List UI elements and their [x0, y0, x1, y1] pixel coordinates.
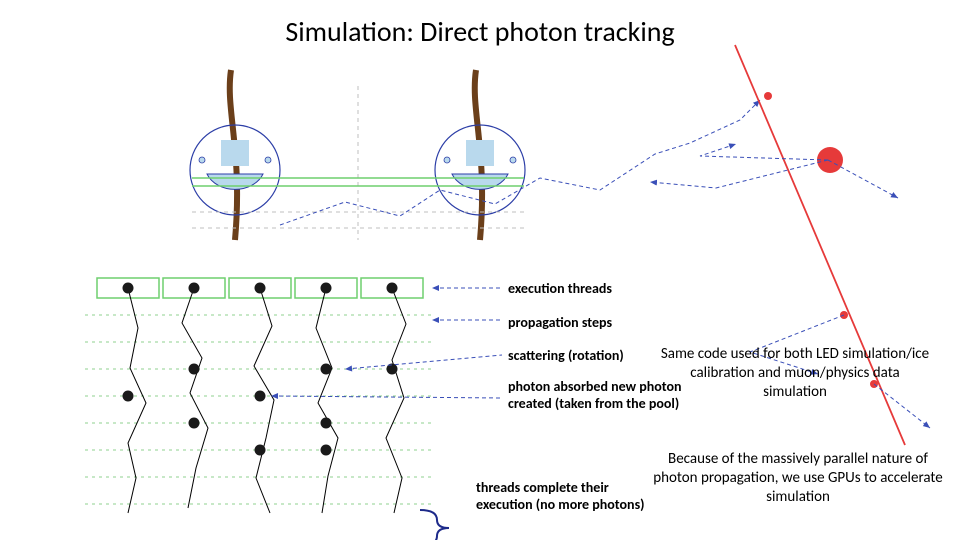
- label-complete: threads complete their execution (no mor…: [476, 480, 666, 514]
- text-same-code: Same code used for both LED simulation/i…: [660, 345, 930, 401]
- label-propagation-steps: propagation steps: [508, 315, 612, 332]
- label-scattering: scattering (rotation): [508, 348, 624, 365]
- label-absorbed: photon absorbed new photon created (take…: [508, 379, 698, 413]
- label-execution-threads: execution threads: [508, 281, 612, 298]
- text-gpu: Because of the massively parallel nature…: [648, 450, 948, 506]
- slide-root: Simulation: Direct photon tracking Same …: [0, 0, 960, 540]
